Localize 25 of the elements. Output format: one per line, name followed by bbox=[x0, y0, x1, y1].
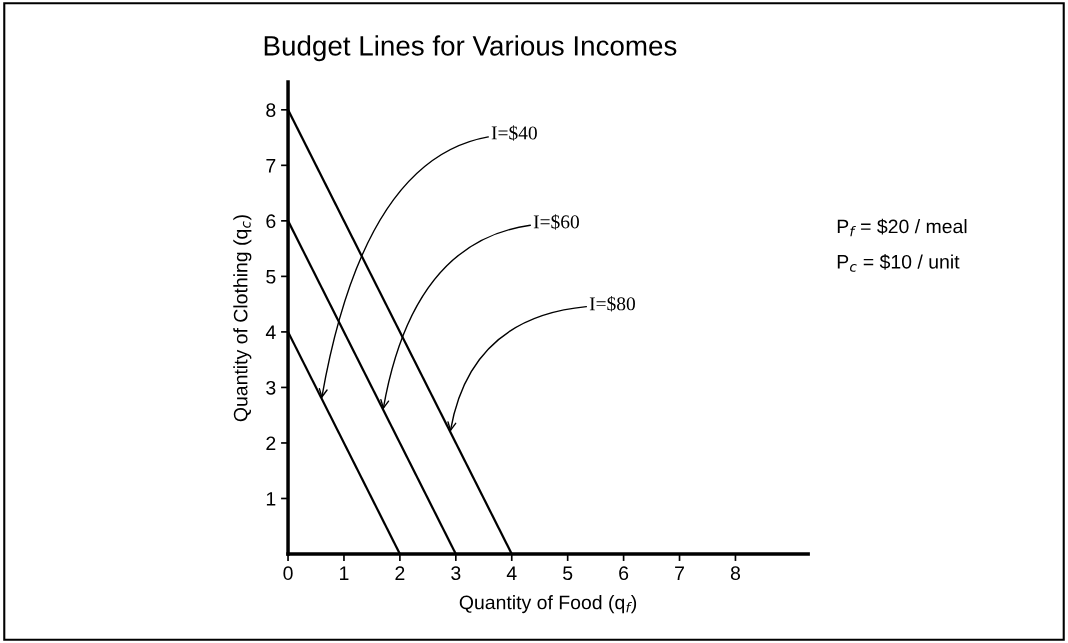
x-tick-label: 6 bbox=[619, 566, 629, 581]
y-tick-label: 8 bbox=[266, 103, 276, 118]
x-tick-label: 2 bbox=[395, 566, 405, 580]
chart-title: Budget Lines for Various Incomes bbox=[264, 35, 677, 62]
x-tick-label: 1 bbox=[340, 566, 349, 580]
y-tick-label: 5 bbox=[266, 270, 276, 284]
x-tick-label: 0 bbox=[283, 566, 293, 581]
text: P$_{f}$ = $20 / meal bbox=[837, 218, 967, 237]
x-tick-label: 3 bbox=[451, 566, 461, 581]
annotation: I=$80 bbox=[589, 296, 635, 312]
y-axis-title: Quantity of Clothing (q$_{c}$) bbox=[233, 215, 252, 422]
y-tick-label: 3 bbox=[266, 380, 276, 395]
annotation: I=$40 bbox=[491, 125, 537, 141]
y-tick-label: 4 bbox=[265, 325, 276, 339]
x-tick-label: 5 bbox=[563, 566, 573, 581]
x-axis-title: Quantity of Food (q$_{f}$) bbox=[459, 595, 637, 614]
y-tick-label: 6 bbox=[266, 214, 276, 229]
text: P$_{c}$ = $10 / unit bbox=[837, 254, 960, 272]
x-tick-label: 4 bbox=[506, 566, 517, 580]
x-tick-label: 7 bbox=[675, 566, 684, 580]
annotation: I=$60 bbox=[533, 214, 579, 230]
y-tick-label: 7 bbox=[266, 159, 276, 173]
y-tick-label: 1 bbox=[266, 492, 276, 506]
y-tick-label: 2 bbox=[266, 436, 276, 450]
x-tick-label: 8 bbox=[730, 566, 741, 581]
